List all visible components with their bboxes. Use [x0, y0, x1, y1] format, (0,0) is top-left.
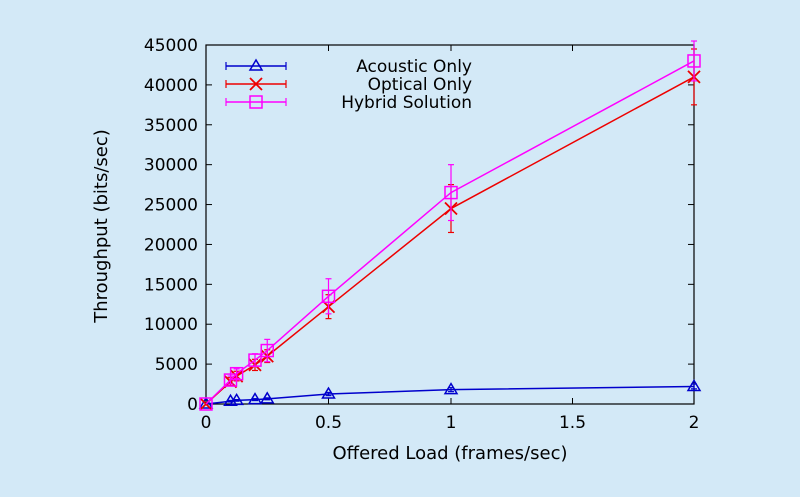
- y-tick-label: 45000: [144, 36, 198, 56]
- x-tick-label: 2: [689, 413, 700, 433]
- y-tick-label: 25000: [144, 196, 198, 216]
- data-point: [260, 343, 274, 358]
- data-point: [321, 386, 336, 399]
- x-tick-label: 0.5: [315, 413, 342, 433]
- legend-label: Hybrid Solution: [341, 93, 472, 113]
- y-axis-ticks: 0 5000 10000 15000 20000 25000 30000 35000 40000…: [144, 36, 694, 415]
- y-tick-label: 10000: [144, 315, 198, 335]
- y-tick-label: 0: [187, 395, 198, 415]
- series-hybrid-solution: [199, 40, 701, 411]
- legend-entry: Optical Only: [225, 75, 472, 95]
- data-point: [248, 353, 262, 367]
- y-axis-label: Throughput (bits/sec): [91, 129, 112, 324]
- data-point: [229, 392, 244, 406]
- series-layer: [198, 40, 702, 411]
- legend-marker: [249, 95, 263, 109]
- data-point: [686, 378, 702, 392]
- y-tick-label: 40000: [144, 76, 198, 96]
- data-point: [247, 392, 263, 405]
- y-tick-label: 15000: [144, 275, 198, 295]
- data-point: [321, 289, 336, 304]
- data-point: [687, 54, 701, 68]
- x-axis-ticks: 0 0.5 1 1.5 2: [201, 45, 700, 433]
- x-tick-label: 0: [201, 413, 212, 433]
- legend-label: Acoustic Only: [356, 57, 472, 77]
- legend-label: Optical Only: [368, 75, 472, 95]
- legend-entry: Hybrid Solution: [225, 93, 472, 113]
- y-tick-label: 35000: [144, 116, 198, 136]
- y-tick-label: 5000: [155, 355, 198, 375]
- data-point: [444, 185, 458, 200]
- x-axis-label: Offered Load (frames/sec): [333, 443, 568, 464]
- data-point: [198, 396, 214, 409]
- x-tick-label: 1: [446, 413, 457, 433]
- series-line: [205, 385, 695, 405]
- y-tick-label: 20000: [144, 235, 198, 255]
- data-point: [259, 391, 275, 404]
- y-tick-label: 30000: [144, 156, 198, 176]
- x-tick-label: 1.5: [559, 413, 586, 433]
- data-point: [443, 382, 459, 395]
- legend-marker: [249, 77, 263, 91]
- series-acoustic-only: [198, 378, 702, 409]
- legend-entry: Acoustic Only: [225, 57, 472, 77]
- data-point: [199, 397, 213, 411]
- legend-marker: [248, 58, 264, 71]
- data-point: [229, 366, 244, 381]
